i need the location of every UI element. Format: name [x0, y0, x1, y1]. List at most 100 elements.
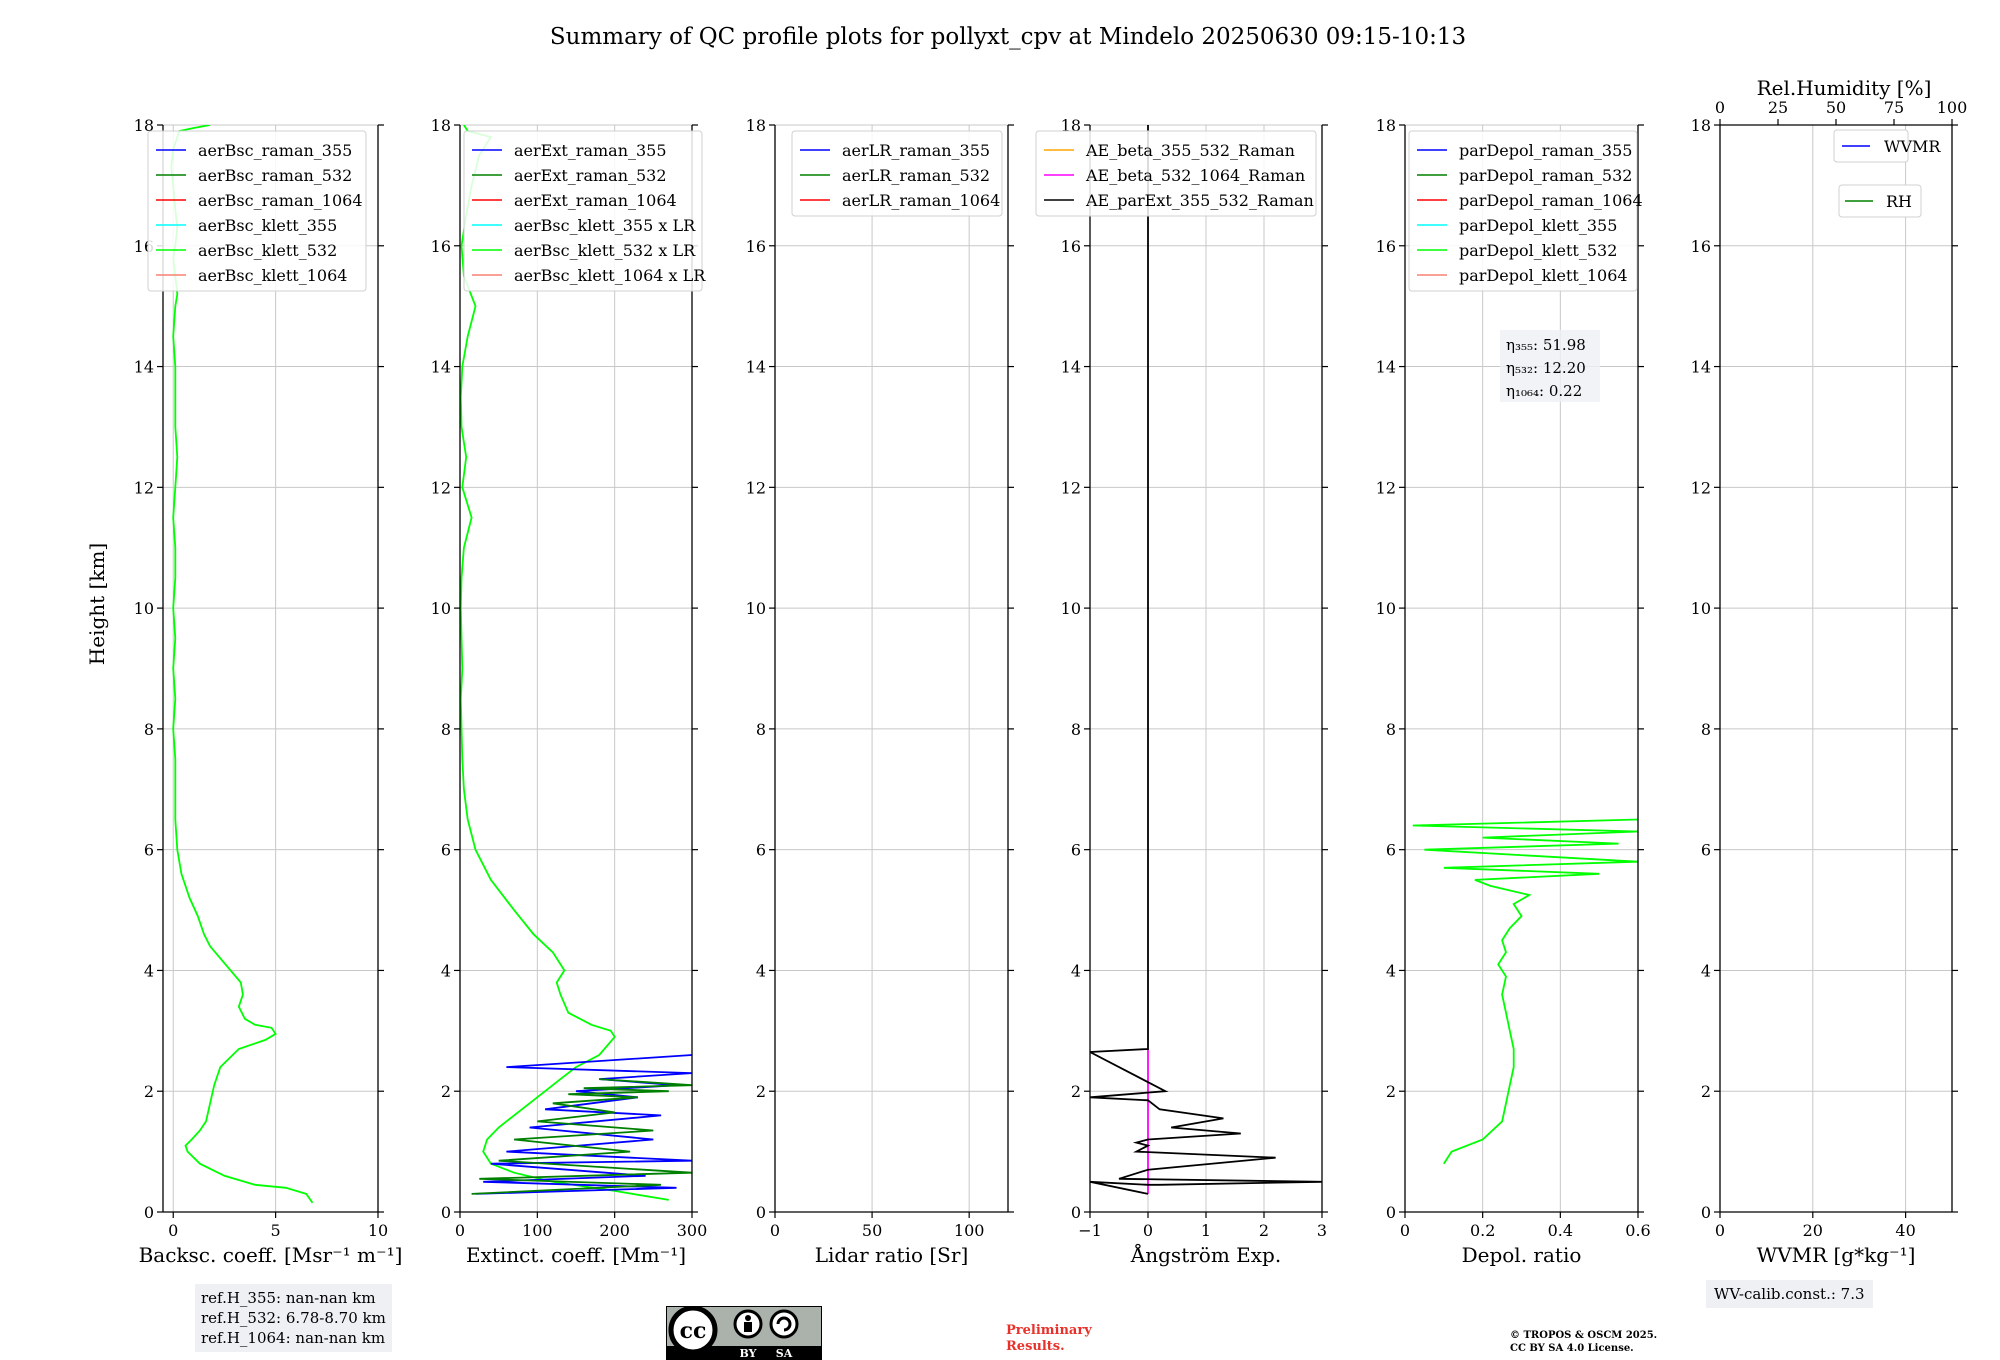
y-tick-label: 18	[1376, 116, 1396, 135]
y-tick-label: 6	[1386, 841, 1396, 860]
y-tick-label: 4	[1071, 961, 1081, 980]
x-tick-label: 100	[522, 1221, 553, 1240]
x-axis-label: Backsc. coeff. [Msr⁻¹ m⁻¹]	[139, 1243, 403, 1267]
y-tick-label: 10	[746, 599, 766, 618]
y-tick-label: 14	[431, 358, 451, 377]
legend-entry-label: aerBsc_klett_1064 x LR	[514, 266, 706, 285]
legend-entry-label: WVMR	[1884, 137, 1941, 156]
copyright-line-2: CC BY SA 4.0 License.	[1510, 1343, 1634, 1354]
y-tick-label: 8	[1386, 720, 1396, 739]
y-tick-label: 2	[144, 1082, 154, 1101]
y-tick-label: 14	[1061, 358, 1081, 377]
legend-entry-label: aerBsc_klett_1064	[198, 266, 347, 285]
x-tick-label: 5	[271, 1221, 281, 1240]
y-tick-label: 18	[746, 116, 766, 135]
legend: parDepol_raman_355 parDepol_raman_532 parD…	[1408, 130, 1643, 292]
legend-box	[1408, 130, 1638, 292]
copyright-note: © TROPOS & OSCM 2025. CC BY SA 4.0 Licen…	[1510, 1329, 1657, 1355]
eta-annotation: η₅₃₂: 12.20	[1506, 359, 1586, 377]
legend: AE_beta_355_532_Raman AE_beta_532_1064_Ra…	[1035, 130, 1317, 217]
x-tick-label: 0	[455, 1221, 465, 1240]
x-tick-label: 10	[368, 1221, 388, 1240]
legend-entry-label: aerLR_raman_1064	[842, 191, 1000, 210]
legend-entry-label: AE_beta_532_1064_Raman	[1085, 166, 1305, 185]
x-tick-label: 0	[1143, 1221, 1153, 1240]
y-tick-label: 2	[1386, 1082, 1396, 1101]
x-tick-label: 0	[1400, 1221, 1410, 1240]
legend-entry-label: aerBsc_raman_1064	[198, 191, 363, 210]
y-tick-label: 18	[134, 116, 154, 135]
x-tick-label: 0	[168, 1221, 178, 1240]
y-tick-label: 8	[144, 720, 154, 739]
y-tick-label: 14	[746, 358, 766, 377]
eta-annotation: η₃₅₅: 51.98	[1506, 336, 1586, 354]
y-tick-label: 2	[1071, 1082, 1081, 1101]
panels: 0 2 4 6 8 10 12 14 16 18 0 5 10 Backsc. coeff. [Msr⁻¹…	[134, 76, 1968, 1267]
x2-axis-label: Rel.Humidity [%]	[1757, 76, 1932, 100]
x2-tick-label: 50	[1826, 98, 1846, 117]
series-line-AE_parExt_355_532_Raman	[1090, 125, 1322, 1195]
x2-tick-label: 25	[1768, 98, 1788, 117]
y-tick-label: 6	[756, 841, 766, 860]
y-tick-label: 0	[1071, 1203, 1081, 1222]
preliminary-line-2: Results.	[1006, 1339, 1065, 1354]
series-group	[460, 125, 692, 1201]
legend-entry-label: parDepol_klett_355	[1459, 216, 1617, 235]
legend-entry-label: AE_beta_355_532_Raman	[1085, 141, 1295, 160]
legend-entry-label: RH	[1886, 192, 1912, 211]
copyright-line-1: © TROPOS & OSCM 2025.	[1510, 1330, 1658, 1341]
y-tick-label: 12	[1061, 478, 1081, 497]
y-tick-label: 16	[1376, 237, 1396, 256]
preliminary-results-note: Preliminary Results.	[1006, 1323, 1092, 1355]
legend-box	[463, 130, 703, 292]
legend-entry-label: parDepol_raman_355	[1459, 141, 1632, 160]
y-tick-label: 16	[431, 237, 451, 256]
cc-by-sa-license-logo: cc BY SA	[666, 1306, 822, 1360]
cc-icon	[668, 1306, 718, 1355]
legend-box	[147, 130, 367, 292]
y-tick-label: 2	[756, 1082, 766, 1101]
annotation-box	[1500, 330, 1600, 402]
x-tick-label: 100	[954, 1221, 985, 1240]
legend-entry-label: aerLR_raman_532	[842, 166, 990, 185]
preliminary-line-1: Preliminary	[1006, 1323, 1092, 1338]
x-tick-label: 0	[1715, 1221, 1725, 1240]
wv-calibration-box: WV-calib.const.: 7.3	[1706, 1280, 1873, 1308]
y-tick-label: 14	[134, 358, 154, 377]
y-axis-label: Height [km]	[85, 543, 109, 665]
legend-entry-label: aerBsc_klett_532	[198, 241, 337, 260]
reference-height-box: ref.H_355: nan-nan km ref.H_532: 6.78-8.…	[195, 1284, 392, 1352]
x-tick-label: 40	[1895, 1221, 1915, 1240]
x-tick-label: −1	[1078, 1221, 1102, 1240]
y-tick-label: 8	[1071, 720, 1081, 739]
x-axis-label: Lidar ratio [Sr]	[815, 1243, 969, 1267]
x2-tick-label: 0	[1715, 98, 1725, 117]
y-tick-label: 6	[1071, 841, 1081, 860]
y-tick-label: 4	[1386, 961, 1396, 980]
series-line-parDepol_klett_532	[1412, 818, 1638, 1165]
y-tick-label: 0	[441, 1203, 451, 1222]
x2-tick-label: 75	[1884, 98, 1904, 117]
ref-height-532: ref.H_532: 6.78-8.70 km	[201, 1309, 386, 1327]
series-group	[1412, 818, 1638, 1165]
y-tick-label: 12	[134, 478, 154, 497]
y-tick-label: 12	[1691, 478, 1711, 497]
series-line-aerExt_raman_532	[471, 1078, 692, 1195]
legend-entry-label: aerBsc_raman_355	[198, 141, 352, 160]
figure-title: Summary of QC profile plots for pollyxt_…	[550, 24, 1466, 50]
y-tick-label: 2	[441, 1082, 451, 1101]
legend-entry-label: aerBsc_klett_355	[198, 216, 337, 235]
legend: aerBsc_raman_355 aerBsc_raman_532 aerBsc_r…	[147, 130, 367, 292]
y-tick-label: 10	[134, 599, 154, 618]
series-line-aerBsc_klett_532 x LR	[460, 125, 669, 1201]
sa-label: SA	[776, 1347, 793, 1360]
x-axis-label: WVMR [g*kg⁻¹]	[1757, 1243, 1916, 1267]
y-tick-label: 14	[1691, 358, 1711, 377]
x-tick-label: 0.6	[1625, 1221, 1650, 1240]
y-tick-label: 2	[1701, 1082, 1711, 1101]
series-line-aerExt_raman_355	[475, 1054, 692, 1195]
